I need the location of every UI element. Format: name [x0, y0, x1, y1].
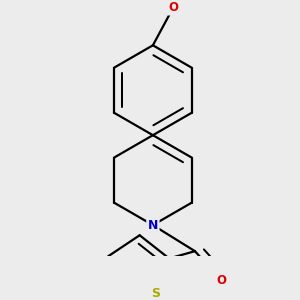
Text: O: O — [216, 274, 226, 287]
Text: N: N — [148, 219, 158, 232]
Text: O: O — [168, 1, 178, 14]
Text: S: S — [152, 287, 160, 300]
